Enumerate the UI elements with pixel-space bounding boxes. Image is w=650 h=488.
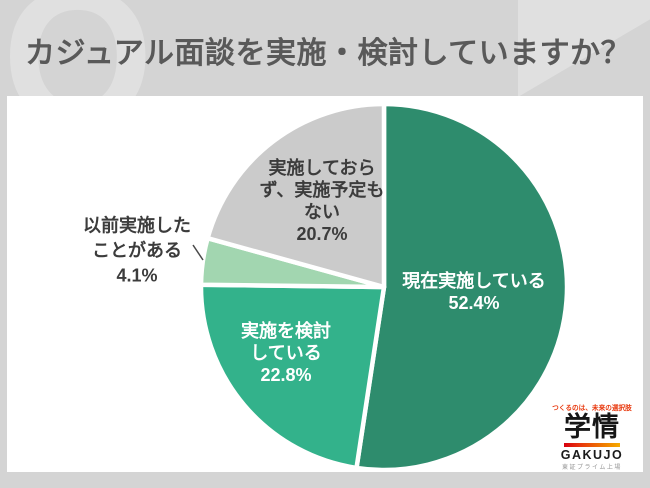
chart-card: 現在実施している 52.4% 実施を検討 している 22.8% 以前実施した こ…: [7, 96, 643, 472]
header: Q カジュアル面談を実施・検討していますか？: [0, 0, 650, 155]
logo-listing: 東証プライム上場: [562, 465, 622, 471]
leader-line-previous: [192, 244, 204, 261]
gakujo-logo: つくるのは、未来の選択肢 学情 GAKUJO 東証プライム上場: [549, 403, 635, 471]
slice-label-current: 現在実施している 52.4%: [402, 271, 546, 313]
slice-label-considering: 実施を検討 している 22.8%: [241, 321, 331, 385]
slice-label-previous: 以前実施した ことがある 4.1%: [83, 215, 191, 286]
pie-slice-current: [354, 101, 570, 472]
pie-slice-none: [205, 101, 387, 290]
logo-slogan: つくるのは、未来の選択肢: [552, 404, 632, 412]
logo-name: GAKUJO: [560, 448, 624, 462]
pie-slice-considering: [198, 282, 387, 471]
page-title: カジュアル面談を実施・検討していますか？: [25, 37, 632, 70]
pie-chart: [192, 101, 570, 472]
logo-gradient-bar: [564, 443, 620, 447]
logo-kanji: 学情: [564, 411, 620, 442]
slice-label-none: 実施しておら ず、実施予定も ない 20.7%: [259, 158, 385, 244]
